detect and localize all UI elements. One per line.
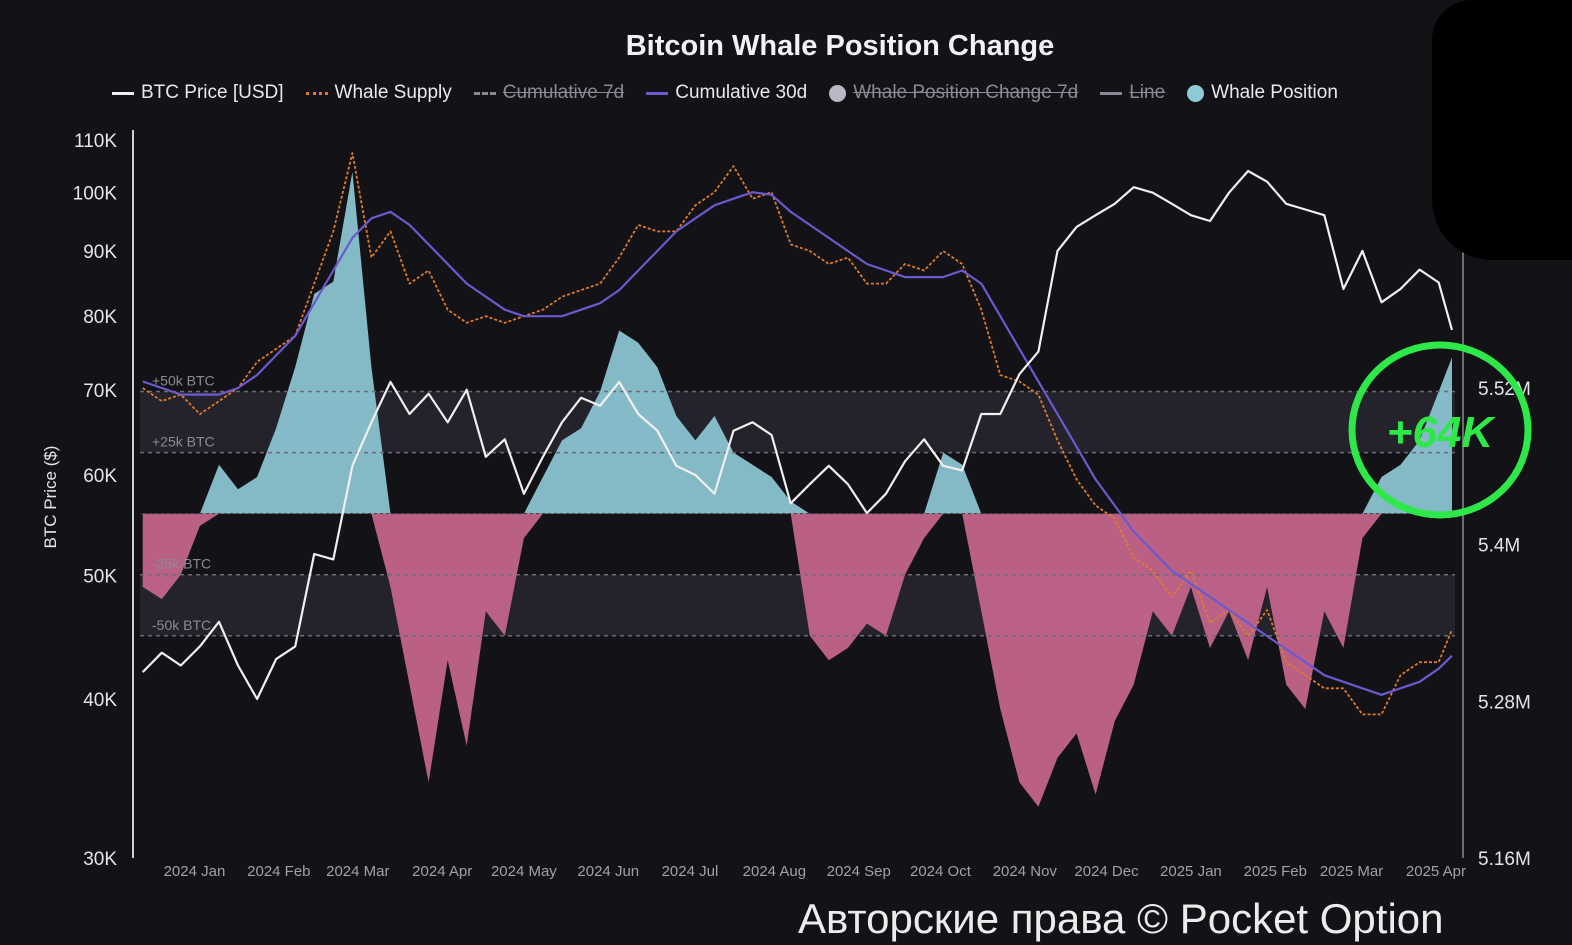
cumulative-30d-line — [142, 191, 1453, 696]
x-tick-label: 2025 Mar — [1320, 863, 1383, 880]
whale-position-positive-area — [142, 171, 1453, 514]
legend-swatch — [305, 91, 328, 95]
legend-swatch — [1187, 84, 1205, 102]
legend-label: BTC Price [USD] — [141, 82, 284, 103]
x-tick-label: 2024 Feb — [247, 863, 310, 880]
annotation-circle — [1348, 341, 1532, 519]
legend: BTC Price [USD] Whale Supply Cumulative 7d… — [112, 82, 1338, 104]
x-tick-label: 2024 Apr — [412, 863, 472, 880]
guide-label: -25k BTC — [152, 556, 211, 572]
legend-label: Cumulative 7d — [502, 82, 625, 103]
legend-swatch — [829, 84, 847, 102]
legend-swatch — [1100, 91, 1123, 95]
redaction-blob — [1432, 0, 1572, 260]
btc-price-line — [141, 169, 1454, 701]
y-tick-label: 30K — [83, 849, 117, 870]
x-tick-label: 2025 Feb — [1244, 863, 1307, 880]
y2-tick-label: 5.4M — [1478, 536, 1520, 557]
y-tick-label: 110K — [74, 131, 117, 152]
legend-swatch — [473, 91, 496, 95]
x-tick-label: 2025 Jan — [1160, 863, 1222, 880]
legend-item[interactable]: Whale Position — [1187, 82, 1338, 104]
x-tick-label: 2024 Oct — [910, 863, 972, 880]
legend-item[interactable]: BTC Price [USD] — [112, 82, 284, 104]
x-tick-label: 2024 Jan — [164, 863, 226, 880]
legend-label: Whale Supply — [334, 82, 452, 103]
x-tick-label: 2024 Mar — [326, 863, 389, 880]
y-tick-label: 60K — [83, 466, 117, 487]
y-tick-label: 50K — [83, 567, 117, 588]
x-tick-label: 2024 Dec — [1074, 863, 1139, 880]
legend-item[interactable]: Cumulative 30d — [646, 82, 807, 104]
legend-swatch — [112, 91, 134, 95]
x-tick-label: 2025 Apr — [1406, 863, 1466, 880]
x-tick-label: 2024 Jul — [662, 863, 719, 880]
guide-label: +50k BTC — [152, 373, 215, 389]
legend-label: Cumulative 30d — [675, 82, 808, 103]
legend-item[interactable]: Cumulative 7d — [473, 82, 625, 104]
y-tick-label: 80K — [83, 307, 117, 328]
y-tick-label: 100K — [73, 184, 118, 205]
chart-title: Bitcoin Whale Position Change — [625, 30, 1055, 62]
y-tick-label: 70K — [83, 381, 117, 402]
y2-tick-label: 5.16M — [1478, 849, 1531, 870]
x-tick-label: 2024 Sep — [827, 863, 891, 880]
guide-label: -50k BTC — [152, 617, 211, 633]
legend-item[interactable]: Whale Position Change 7d — [829, 82, 1078, 104]
whale-position-negative-area — [142, 513, 1453, 807]
whale-supply-line — [142, 152, 1453, 716]
legend-label: Line — [1129, 82, 1166, 103]
guide-label: +25k BTC — [152, 434, 215, 450]
legend-swatch — [646, 91, 669, 95]
legend-label: Whale Position Change 7d — [853, 82, 1079, 103]
legend-item[interactable]: Whale Supply — [305, 82, 452, 104]
annotation-label: +64K — [1387, 408, 1497, 457]
y2-tick-label: 5.28M — [1478, 692, 1531, 713]
x-tick-label: 2024 Nov — [993, 863, 1058, 880]
x-tick-label: 2024 May — [491, 863, 557, 880]
y-axis-title: BTC Price ($) — [41, 446, 60, 549]
x-tick-label: 2024 Aug — [743, 863, 806, 880]
y-tick-label: 90K — [83, 242, 117, 263]
y-tick-label: 40K — [83, 690, 117, 711]
legend-item[interactable]: Line — [1100, 82, 1165, 104]
legend-label: Whale Position — [1211, 82, 1338, 103]
x-tick-label: 2024 Jun — [577, 863, 639, 880]
watermark: Авторские права © Pocket Option — [798, 895, 1444, 942]
